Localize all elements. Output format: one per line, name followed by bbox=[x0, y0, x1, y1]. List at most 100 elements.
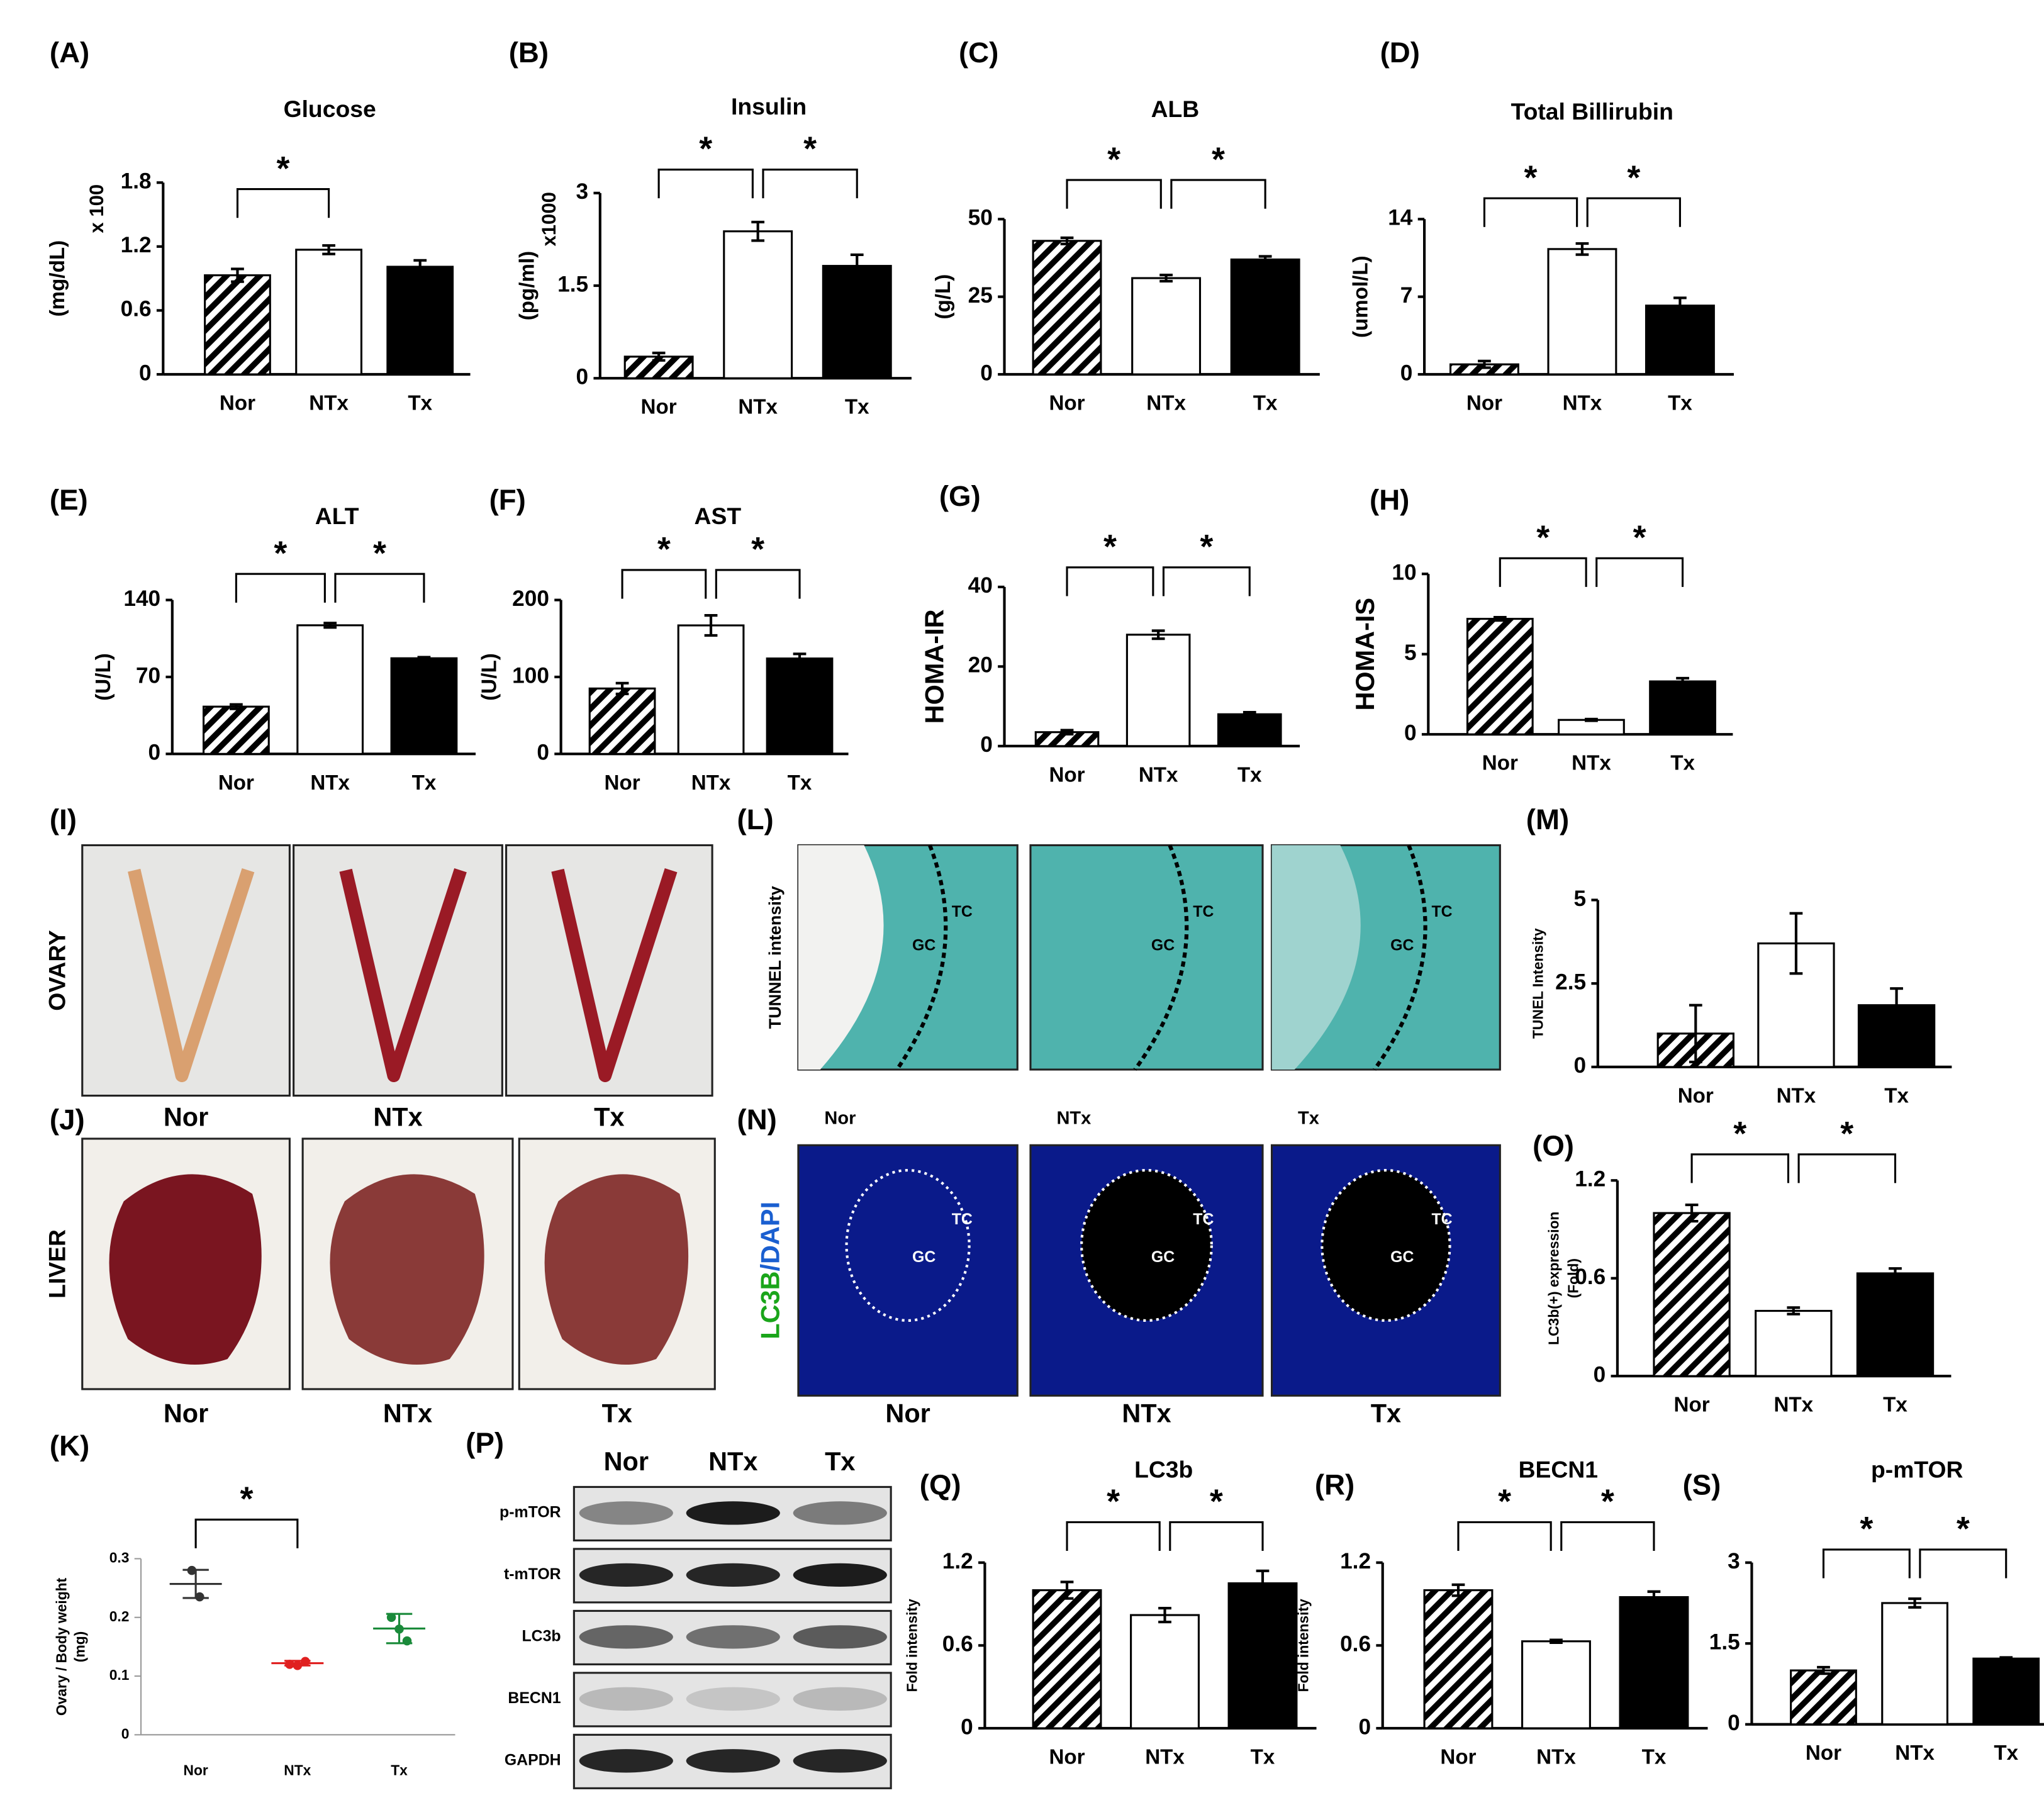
significance-bracket bbox=[1170, 179, 1266, 209]
y-tick-label: 25 bbox=[968, 283, 993, 308]
significance-bracket bbox=[1483, 197, 1578, 227]
y-axis-label: Fold intensity bbox=[903, 1599, 920, 1692]
y-tick-label: 5 bbox=[1574, 886, 1587, 911]
x-tick-label: Nor bbox=[1678, 1084, 1714, 1107]
significance-bracket bbox=[1066, 1521, 1161, 1551]
error-bar bbox=[1151, 629, 1165, 640]
significance-label: * bbox=[1627, 159, 1640, 196]
y-tick-label: 0 bbox=[148, 741, 161, 765]
error-bar bbox=[413, 259, 427, 275]
panel-label: (B) bbox=[509, 36, 549, 69]
y-tick-label: 0.2 bbox=[109, 1608, 130, 1624]
significance-bracket bbox=[1797, 1153, 1897, 1183]
y-tick-label: 1.2 bbox=[1340, 1549, 1371, 1574]
ovary-shape bbox=[339, 868, 467, 1083]
blot-band bbox=[793, 1687, 887, 1711]
bar bbox=[1649, 680, 1716, 735]
region-label: GC bbox=[1151, 1248, 1175, 1266]
y-tick-label: 1.5 bbox=[1709, 1630, 1740, 1655]
significance-label: * bbox=[657, 530, 671, 568]
image-label: Tx bbox=[594, 1102, 624, 1132]
panel-label: (D) bbox=[1380, 36, 1420, 69]
y-axis-label: (pg/ml) bbox=[516, 251, 539, 321]
bar bbox=[1032, 240, 1102, 376]
y-axis-label: Fold intensity bbox=[1664, 1597, 1680, 1691]
x-tick-label: Nor bbox=[641, 396, 677, 419]
error-bar bbox=[1451, 1583, 1465, 1597]
x-tick-label: NTx bbox=[1145, 1745, 1185, 1769]
panel-label: (C) bbox=[959, 36, 998, 69]
significance-bracket bbox=[334, 573, 425, 603]
region-label: TC bbox=[952, 1210, 973, 1228]
chart-title: LC3b bbox=[1134, 1456, 1193, 1482]
y-tick-label: 0 bbox=[1358, 1714, 1371, 1739]
bar bbox=[1972, 1657, 2040, 1726]
significance-label: * bbox=[1536, 519, 1550, 557]
x-tick-label: NTx bbox=[309, 391, 349, 415]
significance-bracket bbox=[1690, 1153, 1790, 1183]
liver-shape bbox=[544, 1174, 689, 1365]
lane-label: Nor bbox=[604, 1446, 649, 1476]
panel-label: (S) bbox=[1683, 1468, 1721, 1501]
y-tick-label: 200 bbox=[512, 586, 549, 611]
significance-label: * bbox=[751, 530, 764, 568]
y-tick-label: 3 bbox=[1728, 1549, 1740, 1574]
x-tick-label: Nor bbox=[220, 391, 255, 415]
y-tick-label: 3 bbox=[576, 179, 589, 204]
bar bbox=[1227, 1582, 1298, 1730]
error-bar bbox=[1789, 912, 1803, 975]
x-tick-label: NTx bbox=[691, 771, 731, 795]
y-axis-label: (mg) bbox=[72, 1631, 88, 1662]
follicle-boundary bbox=[1133, 844, 1189, 1071]
x-tick-label: Tx bbox=[1884, 1084, 1909, 1107]
image-label: Nor bbox=[885, 1398, 930, 1428]
significance-label: * bbox=[1200, 528, 1213, 566]
panel-label: (F) bbox=[489, 484, 526, 516]
bar bbox=[1755, 1309, 1833, 1377]
bar bbox=[723, 230, 793, 379]
error-bar bbox=[704, 614, 718, 637]
y-tick-label: 0 bbox=[980, 361, 993, 385]
blot-band bbox=[686, 1501, 780, 1525]
error-bar bbox=[1685, 1204, 1699, 1223]
side-label-part: /DAPI bbox=[755, 1202, 785, 1272]
significance-bracket bbox=[621, 569, 707, 599]
bar bbox=[1881, 1602, 1948, 1726]
x-tick-label: NTx bbox=[1777, 1084, 1816, 1107]
error-bar bbox=[615, 681, 629, 695]
blot-band bbox=[793, 1501, 887, 1525]
chart-title: Insulin bbox=[731, 93, 807, 120]
significance-bracket bbox=[1457, 1521, 1552, 1551]
x-tick-label: Nor bbox=[184, 1762, 208, 1778]
bar bbox=[1558, 718, 1625, 735]
panel-label: (K) bbox=[50, 1429, 89, 1462]
image-label: Tx bbox=[602, 1398, 632, 1428]
x-tick-label: NTx bbox=[1895, 1741, 1935, 1765]
x-tick-label: NTx bbox=[738, 396, 778, 419]
error-bar bbox=[1889, 1267, 1902, 1280]
x-tick-label: Nor bbox=[1049, 391, 1085, 415]
x-tick-label: Nor bbox=[1440, 1745, 1476, 1769]
blot-band bbox=[686, 1563, 780, 1587]
data-point bbox=[285, 1660, 294, 1669]
y-tick-label: 1.2 bbox=[121, 233, 152, 257]
x-tick-label: Tx bbox=[412, 771, 437, 795]
y-tick-label: 0 bbox=[139, 361, 152, 385]
antrum bbox=[798, 845, 884, 1070]
x-tick-label: Tx bbox=[1994, 1741, 2018, 1765]
bar bbox=[1856, 1272, 1935, 1377]
blot-band bbox=[579, 1501, 673, 1525]
panel-label: (H) bbox=[1370, 484, 1409, 516]
error-bar bbox=[793, 652, 807, 665]
y-tick-label: 0 bbox=[1574, 1053, 1587, 1078]
y-tick-label: 40 bbox=[968, 573, 993, 598]
panel-label: (O) bbox=[1533, 1129, 1574, 1161]
y-tick-label: 0.3 bbox=[109, 1549, 130, 1565]
significance-label: * bbox=[1601, 1483, 1614, 1521]
y-tick-label: 0 bbox=[1728, 1711, 1740, 1735]
blot-band bbox=[686, 1625, 780, 1649]
y-tick-label: 0 bbox=[961, 1714, 973, 1739]
error-bar bbox=[1673, 296, 1687, 315]
follicle-boundary bbox=[895, 844, 948, 1071]
